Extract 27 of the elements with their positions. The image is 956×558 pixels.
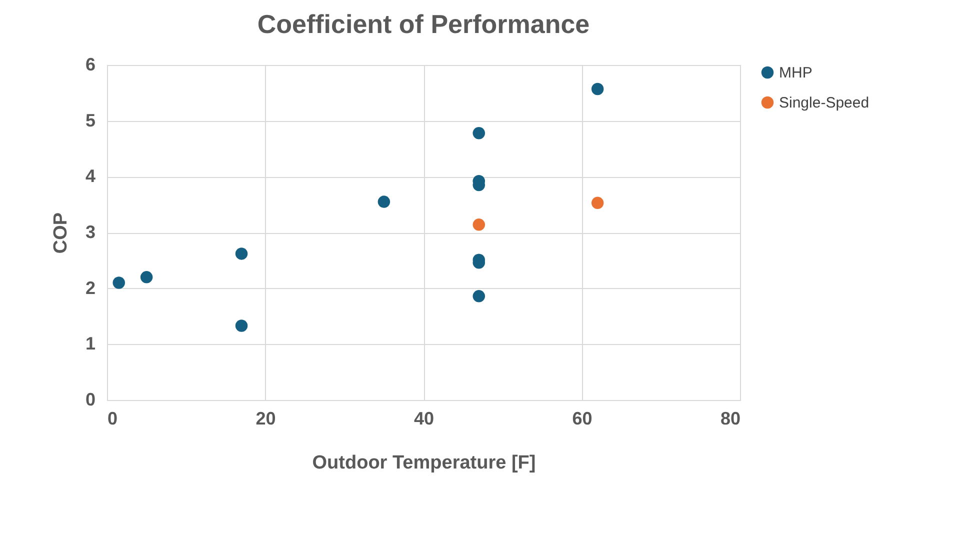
legend-label: MHP bbox=[779, 64, 812, 82]
point bbox=[591, 196, 604, 210]
y-tick-label: 4 bbox=[85, 166, 96, 186]
x-tick-label: 80 bbox=[720, 408, 740, 428]
point bbox=[112, 276, 125, 289]
y-tick-label: 6 bbox=[85, 54, 96, 74]
point bbox=[235, 248, 248, 260]
y-axis-title: COP bbox=[50, 212, 72, 254]
y-tick-label: 5 bbox=[85, 110, 96, 130]
point bbox=[472, 218, 486, 231]
y-tick-label: 1 bbox=[85, 334, 96, 354]
x-tick-label: 40 bbox=[414, 408, 434, 428]
point bbox=[472, 127, 486, 140]
point bbox=[235, 320, 248, 332]
x-tick-label: 0 bbox=[108, 408, 118, 428]
x-tick-label: 20 bbox=[256, 408, 276, 428]
y-tick-label: 3 bbox=[85, 222, 96, 242]
y-tick-label: 2 bbox=[85, 278, 96, 298]
point bbox=[472, 290, 486, 302]
x-axis-title: Outdoor Temperature [F] bbox=[312, 452, 536, 474]
chart-title: Coefficient of Performance bbox=[257, 9, 590, 39]
legend-label: Single-Speed bbox=[779, 94, 870, 112]
point bbox=[378, 196, 390, 208]
point bbox=[140, 271, 153, 284]
y-tick-label: 0 bbox=[85, 390, 96, 410]
point bbox=[591, 82, 604, 96]
x-tick-label: 60 bbox=[572, 408, 592, 428]
